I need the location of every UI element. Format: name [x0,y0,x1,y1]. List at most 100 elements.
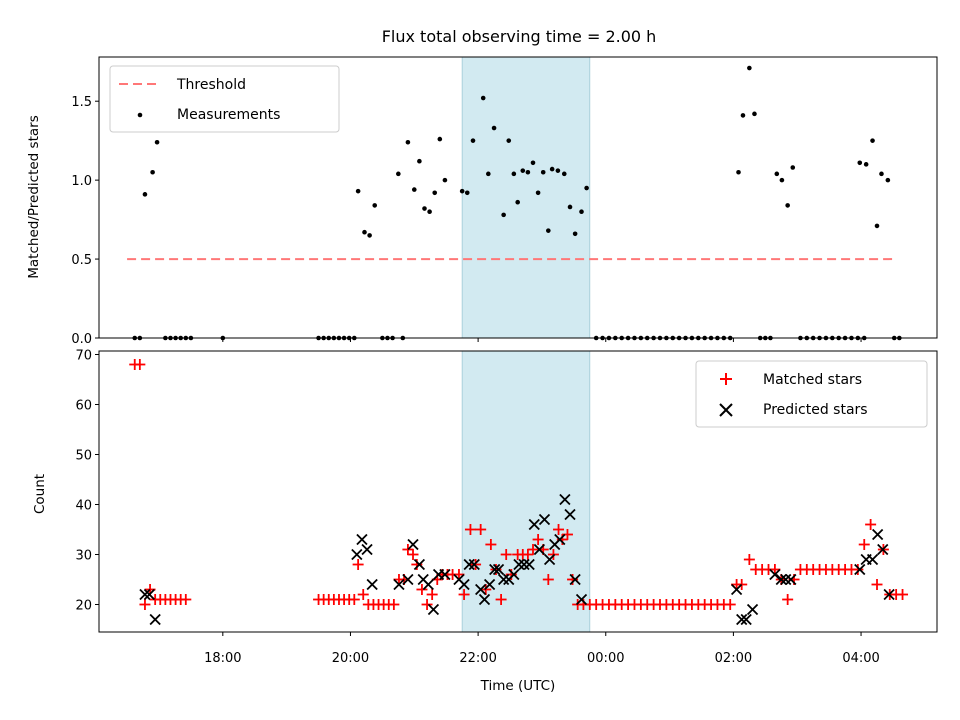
predicted-star-point [393,578,405,591]
measurement-point [150,169,155,175]
measurement-point [437,136,443,142]
measurement-point [470,138,476,143]
predicted-star-point [559,493,571,506]
highlight-span-bottom [461,350,591,633]
measurement-point [142,192,148,197]
matched-star-point [348,594,360,605]
matched-star-point [426,589,438,600]
top-legend-box [109,65,340,133]
predicted-star-point [351,548,363,561]
matched-star-point [782,594,794,605]
legend-matched-swatch [720,373,732,385]
measurement-point [405,139,411,145]
predicted-star-point [736,613,748,626]
legend-threshold-label: Threshold [176,77,246,93]
predicted-star-point [533,543,546,556]
bottom-y-tick-label: 70 [75,349,92,364]
predicted-star-point [413,558,426,571]
measurement-point [752,111,757,117]
matched-star-point [743,554,755,565]
measurement-point [857,160,863,166]
matched-star-point [407,549,419,560]
matched-star-point [871,579,883,590]
bottom-x-axis: 18:00 20:00 22:00 00:00 02:00 04:00 [204,632,880,666]
top-y-tick-label: 0.5 [71,253,92,268]
measurement-point [540,169,546,175]
predicted-star-point [468,558,480,571]
measurement-point [525,169,531,175]
matched-star-point [421,599,433,610]
matched-star-point [736,579,748,590]
measurement-point [486,171,491,177]
matched-star-point [388,599,400,610]
matched-star-point [357,589,369,600]
measurement-point [579,209,584,215]
matched-star-point [475,524,487,535]
legend-measurements-swatch [137,112,143,118]
predicted-star-point [492,563,505,576]
matched-star-point [470,559,482,570]
measurement-point [584,185,589,191]
matched-star-point [485,539,497,550]
measurement-point [555,168,561,173]
predicted-star-point [564,508,576,521]
bottom-axes-frame [98,350,938,633]
predicted-star-point [872,528,884,541]
predicted-star-point [356,533,368,546]
predicted-star-point [513,558,525,571]
matched-star-point [139,599,151,610]
predicted-star-point [746,603,759,616]
bottom-y-tick-label: 60 [75,399,92,414]
predicted-star-point [518,558,530,571]
predicted-star-point [866,553,879,566]
x-tick-label: 20:00 [332,651,369,666]
matched-star-point [411,559,423,570]
measurement-point [355,188,361,194]
matched-star-point [495,594,507,605]
top-y-axis: 0.0 0.5 1.0 1.5 [71,95,99,347]
measurement-point [520,168,526,173]
bottom-y-axis: 20 30 40 50 60 70 [75,349,99,614]
matched-star-point [416,584,428,595]
predicted-star-point [883,588,895,601]
bottom-y-tick-label: 40 [75,499,92,514]
matched-star-point [464,524,476,535]
predicted-stars-points [139,493,895,626]
measurement-point [747,65,752,71]
top-y-axis-label: Matched/Predicted stars [26,115,42,278]
measurement-point [411,187,417,192]
measurement-point [464,190,470,196]
predicted-star-point [427,603,440,616]
measurement-point [501,212,506,218]
predicted-star-point [740,613,752,626]
chart-title: Flux total observing time = 2.00 h [382,27,657,46]
measurement-point [459,188,465,194]
highlight-span-top [461,56,591,339]
matched-star-point [402,544,414,555]
bottom-legend-box [695,360,928,428]
measurement-point [396,171,401,177]
measurement-point [863,162,869,167]
measurement-point [736,169,741,175]
top-panel: 0.0 0.5 1.0 1.5 Matched/Predicted stars Thr… [26,56,938,347]
legend-matched-label: Matched stars [763,372,862,388]
matched-star-point [134,359,146,370]
matched-star-point [352,559,364,570]
matched-star-point [852,564,864,575]
measurement-point [549,166,555,172]
x-tick-label: 04:00 [842,651,879,666]
predicted-star-point [769,568,781,581]
predicted-star-point [554,533,566,546]
matched-star-point [458,589,470,600]
matched-star-point [527,544,539,555]
bottom-y-tick-label: 20 [75,599,92,614]
predicted-star-point [139,588,151,601]
matched-star-point [724,599,736,610]
predicted-star-point [489,563,501,576]
top-x-ticks [222,338,862,342]
measurement-point [480,95,486,101]
predicted-star-point [775,573,787,586]
top-y-tick-label: 1.0 [71,174,92,189]
legend-predicted-swatch [719,403,733,417]
